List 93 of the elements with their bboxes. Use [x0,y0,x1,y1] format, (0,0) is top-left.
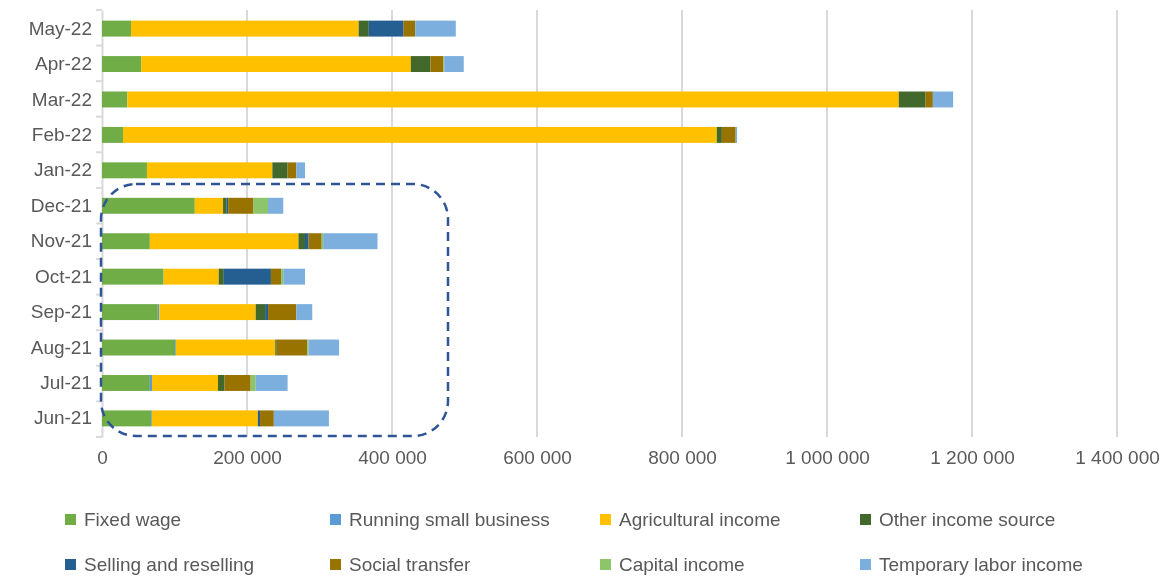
legend-label: Running small business [349,509,550,530]
bar [255,374,288,391]
bar [358,20,369,37]
bar [298,233,305,250]
x-tick-label: 0 [97,447,108,469]
bar [102,56,142,73]
legend-label: Agricultural income [619,509,781,530]
bar [273,410,329,427]
legend-label: Social transfer [349,554,472,575]
bar [283,268,305,285]
y-tick-label: Dec-21 [30,194,92,216]
bar [159,304,256,321]
bar [268,304,297,321]
bar [403,20,416,37]
y-tick-label: Apr-22 [34,53,92,75]
x-tick-label: 800 000 [648,447,717,469]
x-tick-label: 1 400 000 [1075,447,1160,469]
bar [287,162,297,179]
y-tick-label: Aug-21 [30,336,92,358]
bar [228,197,254,214]
y-tick-label: Jun-21 [33,407,92,429]
legend-label: Selling and reselling [84,554,255,575]
bar [268,197,284,214]
bar [716,126,722,143]
bar [218,374,225,391]
bar [272,162,288,179]
bar [152,410,258,427]
y-tick-label: Sep-21 [30,301,92,323]
bar [932,91,954,108]
bar [152,374,218,391]
bar [257,410,261,427]
bar [102,233,150,250]
bar [102,126,124,143]
bar [149,233,299,250]
bar [410,56,431,73]
bar [260,410,274,427]
legend-label: Capital income [619,554,745,575]
bar [925,91,933,108]
bar [127,91,899,108]
y-tick-label: May-22 [28,17,92,39]
bar [721,126,736,143]
y-tick-label: Mar-22 [31,88,92,110]
bar [265,304,269,321]
bar [102,410,152,427]
bar [270,268,282,285]
y-tick-label: Jul-21 [40,372,92,394]
y-tick-label: Feb-22 [31,123,92,145]
bar [102,197,195,214]
bar [218,268,224,285]
legend-label: Fixed wage [84,509,182,530]
bar [223,268,271,285]
bar [281,268,284,285]
bar [131,20,359,37]
bar [255,304,266,321]
bar [305,233,309,250]
bar [194,197,224,214]
bar [123,126,717,143]
y-tick-label: Nov-21 [30,230,92,252]
bar [102,91,128,108]
y-tick-label: Oct-21 [34,265,92,287]
legend-label: Temporary labor income [879,554,1083,575]
bar [368,20,404,37]
bar [224,374,251,391]
bar [175,339,276,356]
legend-label: Other income source [879,509,1056,530]
bar [323,233,378,250]
bar [296,162,305,179]
bar [308,339,340,356]
bar [444,56,464,73]
x-tick-label: 1 000 000 [785,447,870,469]
bar [146,162,273,179]
bar [102,339,176,356]
bar [102,374,150,391]
bar [308,233,322,250]
bar [276,339,308,356]
bar [296,304,313,321]
x-tick-label: 400 000 [358,447,427,469]
bar [250,374,256,391]
bar [898,91,926,108]
x-tick-label: 600 000 [503,447,572,469]
x-tick-label: 1 200 000 [930,447,1015,469]
bar [430,56,444,73]
bar [102,20,131,37]
bar [102,162,147,179]
bar [149,374,153,391]
bar [253,197,269,214]
bar [163,268,219,285]
y-tick-label: Jan-22 [33,159,92,181]
bar [102,268,164,285]
bar [415,20,456,37]
bar [141,56,411,73]
x-tick-label: 200 000 [213,447,282,469]
bar [102,304,158,321]
